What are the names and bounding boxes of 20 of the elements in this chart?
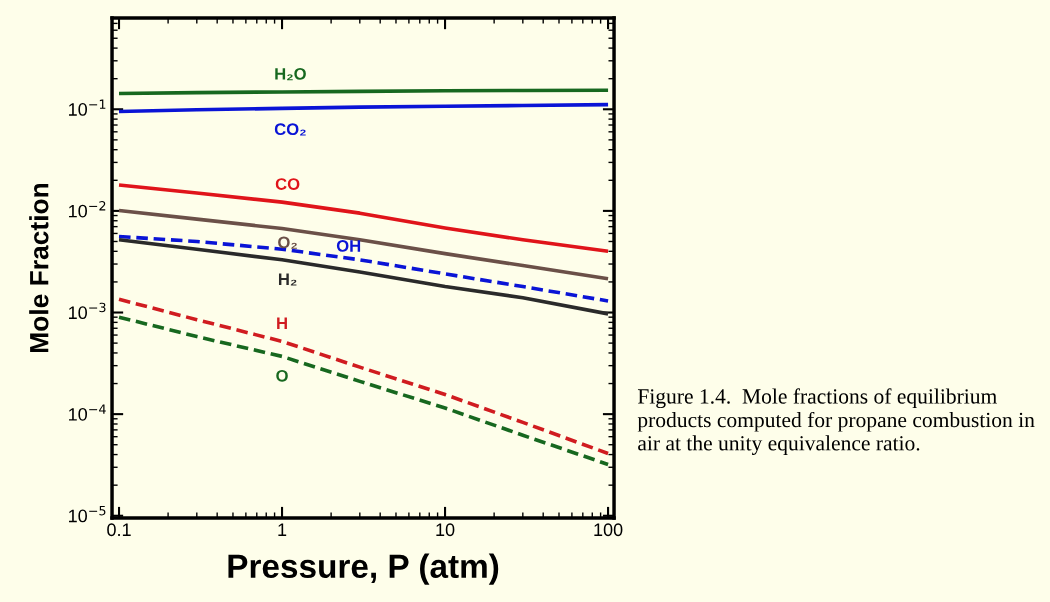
x-tick-label: 1 [278,523,287,536]
series-label: H₂O [275,67,306,81]
y-tick-label: 10$^{−5}$ [69,506,106,523]
series-label: CO [275,178,300,190]
x-tick-label: 10 [436,523,455,537]
x-tick-label: 100 [594,523,623,537]
y-tick-label: 10$^{−3}$ [69,302,106,320]
y-tick-label: 10$^{−1}$ [69,99,106,116]
series-label: O₂ [278,236,297,249]
x-axis-title: Pressure, P (atm) [228,553,499,585]
series-label: OH [336,240,361,252]
series-label: CO₂ [274,123,306,136]
series-label: H [277,317,287,330]
series-label: H₂ [278,273,297,286]
caption: Figure 1.4. Mole fractions of equilibrium products computed for propane combustion in air at the unity equivalence ratio. [637,388,1035,455]
y-tick-label: 10$^{−2}$ [69,201,106,218]
y-axis-title: Mole Fraction [29,183,49,353]
x-tick-label: 0.1 [107,523,131,537]
y-tick-label: 10$^{−4}$ [69,404,106,421]
series-label: O [276,369,288,382]
